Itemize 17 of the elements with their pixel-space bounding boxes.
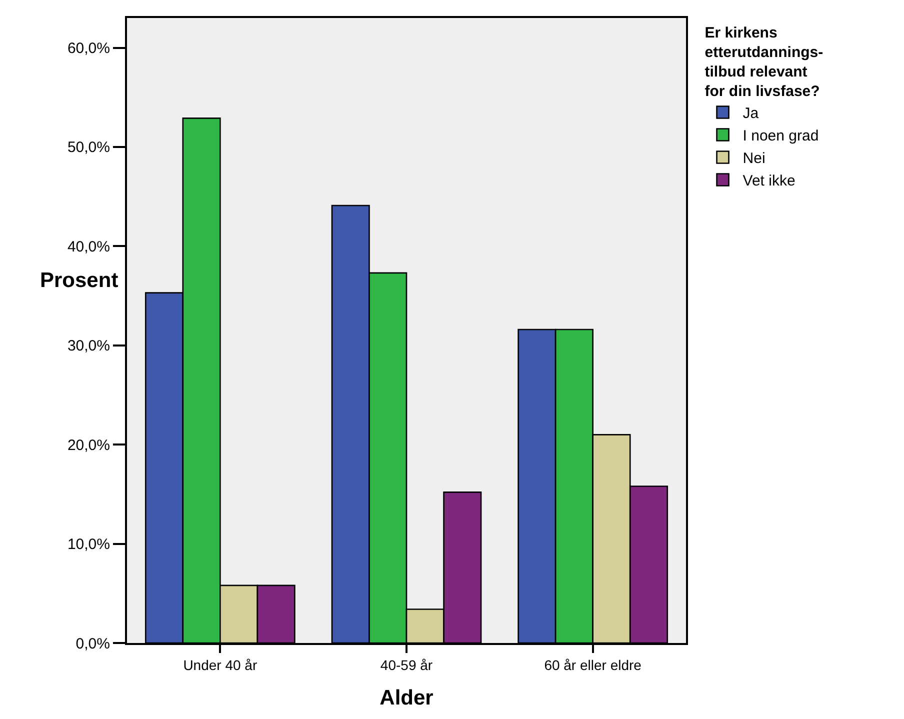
y-tick-label: 10,0% — [67, 536, 110, 554]
x-axis-title: Alder — [380, 686, 434, 710]
y-tick-label: 20,0% — [67, 436, 110, 454]
y-axis-title: Prosent — [40, 269, 118, 292]
x-tick-label: 60 år eller eldre — [544, 656, 642, 673]
legend-label: Ja — [742, 105, 760, 122]
legend-label: Nei — [742, 150, 766, 168]
y-tick-label: 30,0% — [67, 338, 110, 355]
y-tick-label: 0,0% — [76, 635, 110, 652]
x-tick-label: 40-59 år — [380, 656, 433, 673]
legend-title: Er kirkens etterutdannings- tilbud relevant for din livsfase? — [704, 24, 824, 100]
x-tick-label: Under 40 år — [183, 656, 258, 673]
legend-label: I noen grad — [742, 128, 819, 145]
y-tick-label: 60,0% — [67, 40, 110, 58]
y-tick-label: 50,0% — [67, 139, 110, 156]
y-tick-label: 40,0% — [67, 238, 110, 256]
legend-label: Vet ikke — [742, 172, 796, 190]
